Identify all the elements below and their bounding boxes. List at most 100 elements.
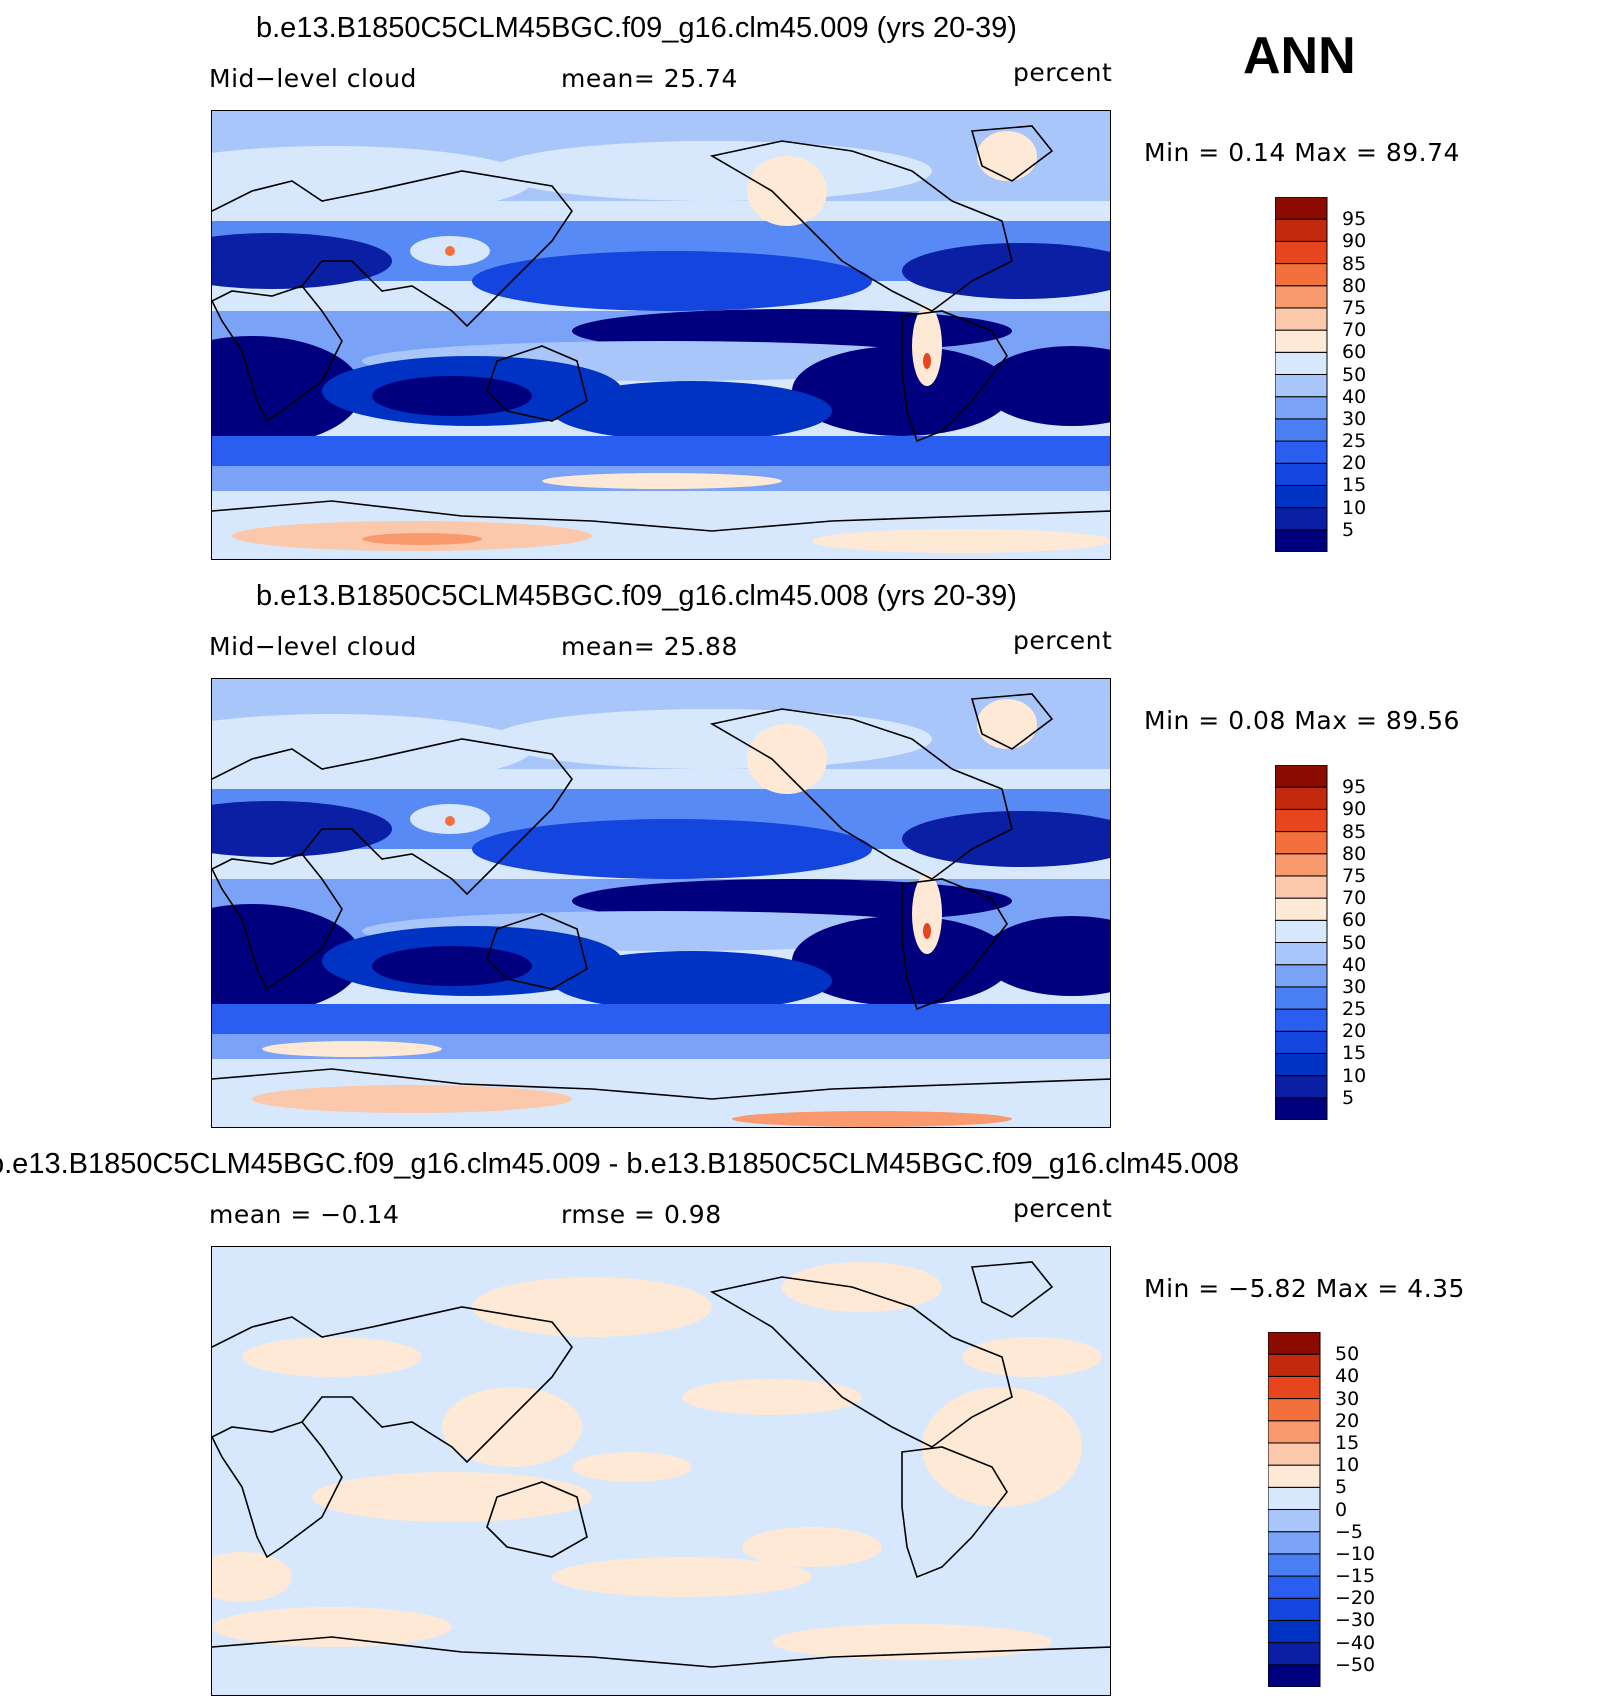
panel-2-map-svg <box>212 679 1110 1127</box>
colorbar-segment <box>1274 1097 1328 1121</box>
colorbar-segment <box>1274 196 1328 220</box>
colorbar-tick-label: −10 <box>1335 1542 1376 1565</box>
colorbar-tick-label: 30 <box>1342 407 1367 430</box>
colorbar-segment <box>1267 1531 1321 1555</box>
colorbar-segment <box>1274 919 1328 943</box>
colorbar-segment <box>1274 1052 1328 1077</box>
colorbar-segment <box>1274 418 1328 442</box>
colorbar-segment <box>1274 942 1328 966</box>
colorbar-tick-label: 95 <box>1342 776 1367 799</box>
colorbar-tick-label: 30 <box>1335 1387 1360 1410</box>
colorbar-segment <box>1274 1030 1328 1054</box>
colorbar-segment <box>1274 986 1328 1010</box>
panel-3-minmax-label: Min = −5.82 Max = 4.35 <box>1144 1274 1465 1303</box>
colorbar-tick-label: 90 <box>1342 798 1367 821</box>
colorbar-segment <box>1267 1398 1321 1422</box>
panel-1-mean-label: mean= 25.74 <box>561 64 738 93</box>
colorbar-segment <box>1267 1375 1321 1400</box>
panel-2-map <box>211 678 1111 1128</box>
colorbar-segment <box>1274 764 1328 788</box>
colorbar-tick-label: 50 <box>1335 1343 1360 1366</box>
panel-3-map-svg <box>212 1247 1110 1695</box>
colorbar-tick-label: 40 <box>1335 1365 1360 1388</box>
colorbar-tick-label: 75 <box>1342 296 1367 319</box>
colorbar-segment <box>1274 307 1328 331</box>
colorbar-tick-label: 5 <box>1342 518 1355 541</box>
colorbar-segment <box>1267 1553 1321 1577</box>
panel-1-map <box>211 110 1111 560</box>
colorbar-tick-label: −30 <box>1335 1609 1376 1632</box>
colorbar-tick-label: 90 <box>1342 230 1367 253</box>
colorbar-segment <box>1274 507 1328 531</box>
colorbar-tick-label: 75 <box>1342 864 1367 887</box>
colorbar-tick-label: 50 <box>1342 931 1367 954</box>
panel-2-minmax-label: Min = 0.08 Max = 89.56 <box>1144 706 1460 735</box>
colorbar-segment <box>1274 808 1328 833</box>
colorbar-tick-label: 15 <box>1342 474 1367 497</box>
panel-1-colorbar <box>1274 196 1335 556</box>
colorbar-tick-label: 25 <box>1342 430 1367 453</box>
colorbar-tick-label: 10 <box>1342 496 1367 519</box>
colorbar-segment <box>1267 1353 1321 1377</box>
season-label: ANN <box>1243 27 1356 85</box>
colorbar-segment <box>1267 1619 1321 1644</box>
panel-2-colorbar <box>1274 764 1335 1124</box>
colorbar-tick-label: 60 <box>1342 909 1367 932</box>
colorbar-tick-label: 5 <box>1342 1086 1355 1109</box>
panel-3-title: b.e13.B1850C5CLM45BGC.f09_g16.clm45.009 … <box>0 1148 1240 1180</box>
panel-3-units-label: percent <box>1013 1194 1113 1223</box>
colorbar-tick-label: −15 <box>1335 1565 1376 1588</box>
colorbar-segment <box>1267 1575 1321 1599</box>
colorbar-tick-label: 5 <box>1335 1476 1348 1499</box>
panel-3-map <box>211 1246 1111 1696</box>
panel-3-colorbar <box>1267 1331 1328 1691</box>
colorbar-segment <box>1267 1486 1321 1510</box>
colorbar-tick-label: 85 <box>1342 252 1367 275</box>
colorbar-segment <box>1274 529 1328 553</box>
colorbar-segment <box>1274 218 1328 242</box>
colorbar-tick-label: 95 <box>1342 208 1367 231</box>
colorbar-segment <box>1274 1008 1328 1032</box>
colorbar-tick-label: 80 <box>1342 274 1367 297</box>
panel-3-rmse-label: rmse = 0.98 <box>561 1200 722 1229</box>
colorbar-segment <box>1274 396 1328 420</box>
colorbar-segment <box>1267 1664 1321 1688</box>
colorbar-tick-label: 60 <box>1342 341 1367 364</box>
panel-2-colorbar-svg <box>1274 764 1328 1121</box>
panel-1-variable-label: Mid−level cloud <box>209 64 417 93</box>
colorbar-tick-label: 30 <box>1342 975 1367 998</box>
colorbar-segment <box>1267 1509 1321 1533</box>
colorbar-segment <box>1274 853 1328 877</box>
colorbar-segment <box>1267 1442 1321 1466</box>
colorbar-segment <box>1274 786 1328 810</box>
panel-2-title: b.e13.B1850C5CLM45BGC.f09_g16.clm45.008 … <box>256 580 1017 612</box>
panel-1-title: b.e13.B1850C5CLM45BGC.f09_g16.clm45.009 … <box>256 12 1017 44</box>
panel-1-minmax-label: Min = 0.14 Max = 89.74 <box>1144 138 1460 167</box>
colorbar-segment <box>1274 831 1328 855</box>
colorbar-tick-label: 20 <box>1342 452 1367 475</box>
colorbar-tick-label: 85 <box>1342 820 1367 843</box>
colorbar-tick-label: 70 <box>1342 319 1367 342</box>
colorbar-segment <box>1274 875 1328 899</box>
colorbar-tick-label: 10 <box>1335 1454 1360 1477</box>
colorbar-segment <box>1267 1331 1321 1355</box>
colorbar-segment <box>1274 240 1328 265</box>
colorbar-segment <box>1274 440 1328 464</box>
panel-1-colorbar-svg <box>1274 196 1328 553</box>
panel-3-coastlines <box>212 1261 1110 1668</box>
colorbar-segment <box>1267 1597 1321 1621</box>
colorbar-tick-label: −50 <box>1335 1653 1376 1676</box>
panel-2-coastlines <box>212 693 1110 1100</box>
colorbar-tick-label: 40 <box>1342 385 1367 408</box>
panel-3-mean-label: mean = −0.14 <box>209 1200 400 1229</box>
colorbar-segment <box>1274 329 1328 353</box>
colorbar-segment <box>1267 1464 1321 1488</box>
panel-2-mean-label: mean= 25.88 <box>561 632 738 661</box>
colorbar-tick-label: 70 <box>1342 887 1367 910</box>
colorbar-segment <box>1274 484 1328 509</box>
colorbar-tick-label: 20 <box>1342 1020 1367 1043</box>
panel-1-coastlines <box>212 125 1110 532</box>
colorbar-segment <box>1274 263 1328 287</box>
colorbar-tick-label: 40 <box>1342 953 1367 976</box>
colorbar-tick-label: 15 <box>1335 1431 1360 1454</box>
